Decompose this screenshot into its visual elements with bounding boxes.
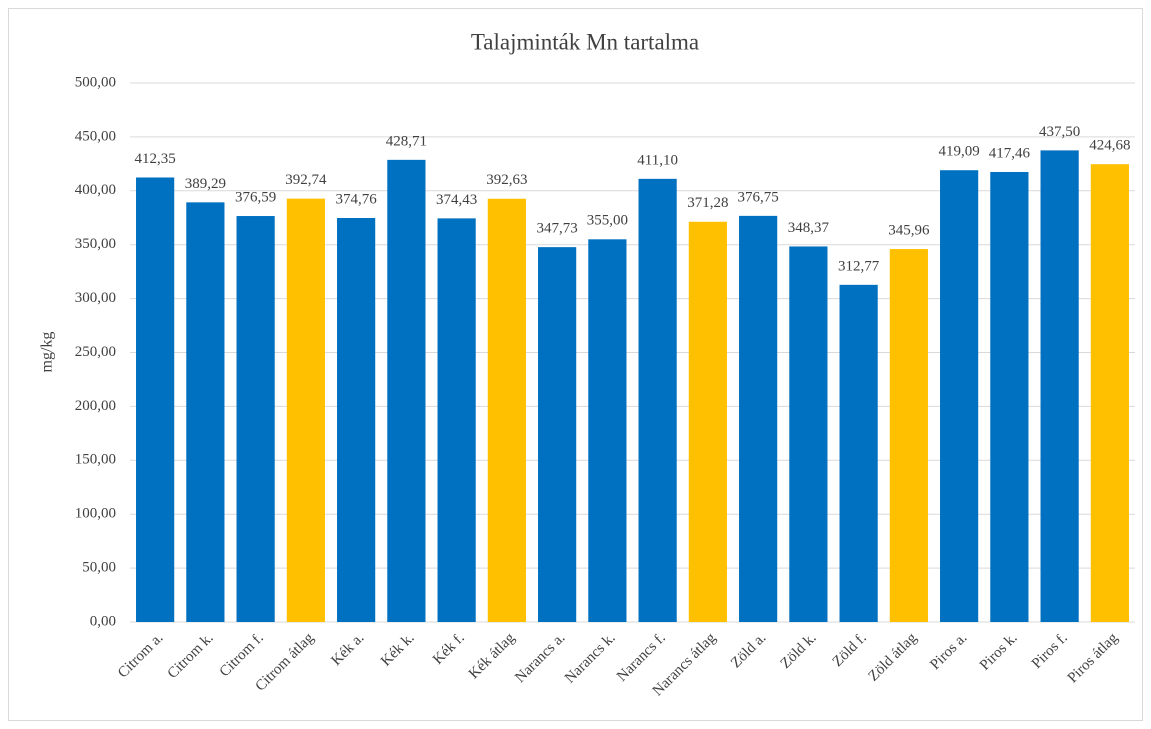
- chart-title: Talajminták Mn tartalma: [471, 29, 699, 54]
- data-label: 437,50: [1039, 124, 1080, 140]
- y-tick-label: 50,00: [82, 560, 116, 576]
- data-label: 347,73: [537, 221, 578, 237]
- data-label: 392,74: [285, 172, 327, 188]
- bar: [286, 198, 325, 622]
- bar: [889, 249, 928, 622]
- y-tick-label: 400,00: [75, 182, 116, 198]
- bar: [839, 284, 878, 622]
- bar: [990, 171, 1029, 622]
- data-label: 345,96: [888, 222, 930, 238]
- y-tick-label: 300,00: [75, 290, 116, 306]
- y-tick-label: 150,00: [75, 452, 116, 468]
- data-label: 411,10: [637, 152, 678, 168]
- y-tick-label: 0,00: [90, 613, 116, 629]
- bar: [940, 170, 979, 622]
- bar: [387, 159, 426, 622]
- bar: [638, 178, 677, 622]
- y-tick-label: 450,00: [75, 128, 116, 144]
- data-label: 424,68: [1089, 138, 1130, 154]
- data-label: 389,29: [185, 176, 226, 192]
- data-label: 355,00: [587, 213, 628, 229]
- bar: [236, 216, 275, 622]
- data-label: 348,37: [788, 220, 830, 236]
- data-label: 312,77: [838, 258, 880, 274]
- y-tick-label: 100,00: [75, 506, 116, 522]
- data-label: 371,28: [687, 195, 728, 211]
- data-label: 428,71: [386, 133, 427, 149]
- bar: [186, 202, 225, 622]
- y-axis-label: mg/kg: [39, 332, 56, 373]
- bar: [337, 218, 376, 622]
- y-tick-label: 500,00: [75, 74, 116, 90]
- bar: [789, 246, 828, 622]
- data-label: 392,63: [486, 172, 527, 188]
- bar: [1040, 150, 1079, 622]
- y-tick-label: 200,00: [75, 398, 116, 414]
- data-label: 374,43: [436, 192, 477, 208]
- bar: [538, 247, 577, 622]
- data-label: 376,75: [738, 189, 779, 205]
- bar: [739, 215, 778, 622]
- bar: [136, 177, 175, 622]
- y-tick-label: 250,00: [75, 344, 116, 360]
- bar: [1090, 164, 1129, 623]
- data-label: 374,76: [336, 191, 378, 207]
- data-label: 412,35: [135, 151, 176, 167]
- bar: [437, 218, 476, 623]
- data-label: 417,46: [989, 145, 1031, 161]
- bar: [688, 221, 727, 622]
- data-label: 376,59: [235, 189, 276, 205]
- bar: [588, 239, 627, 622]
- data-label: 419,09: [939, 144, 980, 160]
- y-tick-label: 350,00: [75, 236, 116, 252]
- bar: [487, 198, 526, 622]
